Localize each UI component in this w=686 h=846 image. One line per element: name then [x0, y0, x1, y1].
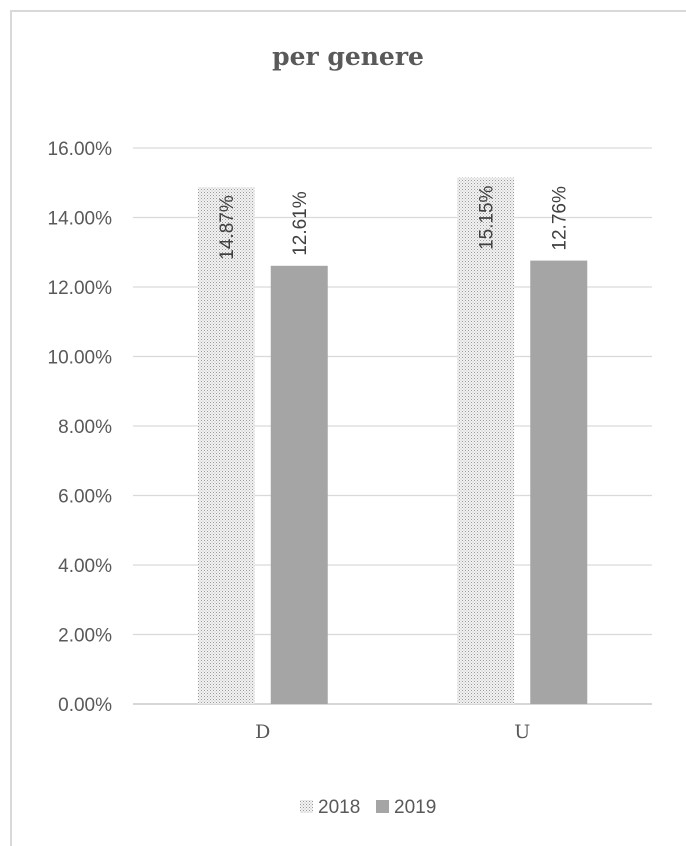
y-tick-label: 6.00% [58, 487, 112, 508]
legend-swatch-2018 [300, 800, 313, 813]
chart-frame [10, 10, 686, 846]
bar-2019-U [530, 260, 588, 704]
legend-swatch-2019 [376, 800, 389, 813]
data-label: 12.61% [290, 191, 311, 256]
y-tick-label: 16.00% [48, 139, 113, 160]
data-labels: 14.87% 12.61% 15.15% 12.76% [217, 185, 571, 259]
x-category-label: U [514, 721, 530, 743]
legend: 2018 2019 [300, 797, 436, 818]
y-tick-label: 12.00% [48, 278, 113, 299]
bar-2018-U [457, 177, 515, 705]
data-label: 12.76% [550, 186, 571, 251]
y-tick-label: 4.00% [58, 556, 112, 577]
chart-title: per genere [272, 42, 424, 71]
y-axis-ticks: 0.00% 2.00% 4.00% 6.00% 8.00% 10.00% 12.00% 14.… [48, 139, 113, 716]
y-tick-label: 10.00% [48, 348, 113, 369]
x-category-label: D [255, 721, 270, 743]
legend-label-2018: 2018 [318, 797, 360, 818]
data-label: 14.87% [217, 195, 238, 260]
y-tick-label: 14.00% [48, 209, 113, 230]
y-tick-label: 8.00% [58, 417, 112, 438]
bars [197, 177, 588, 705]
y-tick-label: 0.00% [58, 695, 112, 716]
legend-label-2019: 2019 [394, 797, 436, 818]
y-tick-label: 2.00% [58, 626, 112, 647]
data-label: 15.15% [477, 185, 498, 250]
bar-2019-D [270, 265, 328, 704]
bar-2018-D [197, 187, 255, 704]
